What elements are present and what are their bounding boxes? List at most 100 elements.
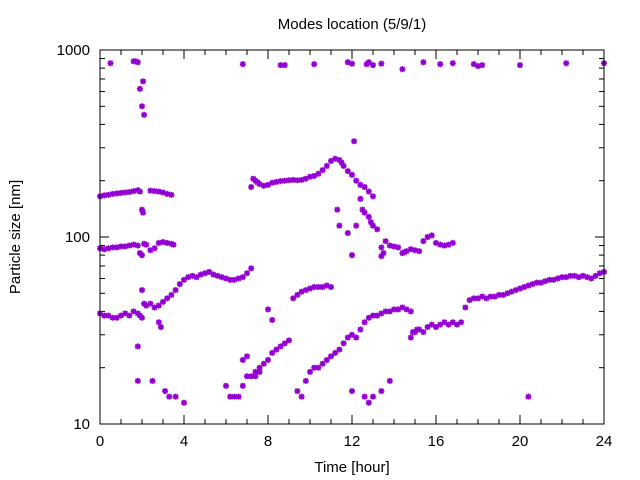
data-point <box>136 85 143 92</box>
data-point <box>130 241 137 248</box>
x-tick-label: 16 <box>428 433 445 450</box>
data-point <box>185 274 192 281</box>
data-point <box>214 272 221 279</box>
data-point <box>367 219 374 226</box>
x-tick-label: 8 <box>264 433 272 450</box>
x-tick-label: 0 <box>96 433 104 450</box>
data-point <box>399 66 406 73</box>
data-point <box>386 377 393 384</box>
data-point <box>340 340 347 347</box>
data-point <box>164 190 171 197</box>
data-point <box>370 222 376 229</box>
data-point <box>260 360 267 367</box>
data-point <box>437 321 444 328</box>
data-point <box>458 319 465 326</box>
data-point <box>256 368 263 375</box>
data-point <box>365 314 372 321</box>
data-point <box>147 187 154 194</box>
data-point <box>550 276 557 283</box>
data-point <box>273 178 280 185</box>
data-point <box>147 300 154 307</box>
data-point <box>307 173 313 180</box>
data-point <box>140 209 147 216</box>
data-point <box>378 253 385 260</box>
data-point <box>168 291 175 298</box>
data-point <box>567 272 574 279</box>
data-point <box>113 190 120 197</box>
data-point <box>462 304 469 311</box>
data-point <box>248 373 255 380</box>
data-point <box>294 177 301 184</box>
data-point <box>277 62 284 69</box>
data-point <box>162 388 169 395</box>
data-point <box>391 243 397 250</box>
data-point <box>479 293 486 300</box>
data-point <box>113 244 120 251</box>
data-point <box>338 159 345 166</box>
data-point <box>420 238 427 245</box>
data-point <box>328 353 334 360</box>
x-axis-label: Time [hour] <box>314 459 389 476</box>
data-point <box>239 274 246 281</box>
data-point <box>143 241 150 248</box>
data-point <box>307 285 313 292</box>
data-point <box>529 281 536 288</box>
data-point <box>370 312 376 319</box>
data-point <box>395 244 402 251</box>
data-point <box>580 272 586 279</box>
data-point <box>563 60 570 67</box>
data-point <box>428 232 435 239</box>
x-tick-label: 20 <box>512 433 529 450</box>
data-point <box>286 177 292 184</box>
data-point <box>210 271 217 278</box>
data-point <box>290 295 297 302</box>
data-point <box>424 234 431 240</box>
data-point <box>525 282 532 289</box>
data-point <box>399 304 406 311</box>
data-point <box>193 274 200 281</box>
data-point <box>118 312 124 319</box>
data-point <box>370 393 376 400</box>
data-point <box>414 326 421 333</box>
data-point <box>155 302 162 309</box>
data-point <box>265 356 271 363</box>
data-point <box>223 382 229 389</box>
data-point <box>374 226 381 233</box>
data-point <box>449 319 456 326</box>
data-point <box>105 312 112 319</box>
data-point <box>294 291 301 298</box>
data-point <box>273 346 280 353</box>
data-point <box>227 393 234 400</box>
data-point <box>122 310 129 317</box>
data-point <box>475 295 481 302</box>
data-point <box>136 188 143 195</box>
data-point <box>164 295 171 302</box>
data-point <box>378 388 385 395</box>
data-point <box>323 356 330 363</box>
data-point <box>344 230 351 237</box>
data-point <box>365 399 372 406</box>
data-point <box>323 162 330 169</box>
data-point <box>132 58 139 65</box>
data-point <box>357 181 364 188</box>
data-point <box>286 337 292 344</box>
data-point <box>109 244 116 251</box>
data-point <box>143 302 150 309</box>
data-point <box>361 184 368 191</box>
data-point <box>168 240 175 247</box>
data-point <box>412 247 418 254</box>
data-point <box>168 191 175 198</box>
data-point <box>349 60 355 67</box>
data-point <box>533 279 540 286</box>
data-point <box>365 213 372 220</box>
data-point <box>244 270 250 277</box>
data-point <box>172 287 179 294</box>
data-point <box>139 314 145 321</box>
data-point <box>269 179 276 186</box>
data-point <box>265 306 271 313</box>
data-point <box>231 276 238 283</box>
data-point <box>202 270 208 277</box>
data-point <box>109 314 116 321</box>
data-point <box>344 168 351 175</box>
data-point <box>160 189 166 196</box>
